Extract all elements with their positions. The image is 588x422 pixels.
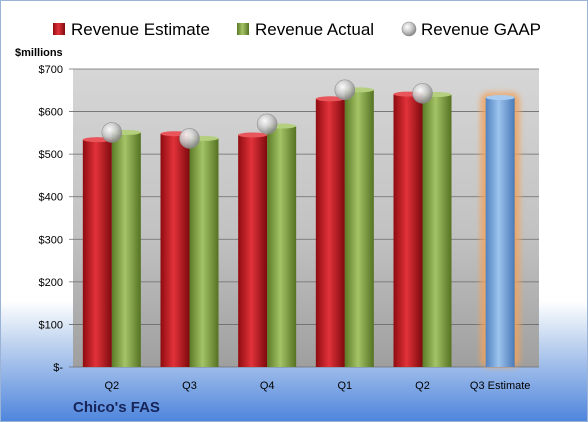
y-tick-label: $600 [39, 107, 63, 119]
unit-label: $millions [15, 47, 63, 59]
y-tick-label: $500 [39, 149, 63, 161]
x-category-label: Q1 [337, 380, 352, 392]
legend-swatch [237, 23, 249, 35]
plot-background [73, 69, 539, 367]
x-category-label: Q2 [104, 380, 119, 392]
x-category-label: Q3 [182, 380, 197, 392]
x-category-label: Q4 [260, 380, 275, 392]
bar-revenue-estimate [315, 98, 345, 368]
bar-revenue-actual [344, 89, 374, 368]
marker-revenue-gaap [256, 113, 278, 135]
marker-revenue-gaap [412, 82, 433, 104]
bar-top [238, 132, 268, 138]
bar-q3-estimate [485, 97, 515, 367]
legend-label: Revenue GAAP [421, 20, 541, 39]
x-category-label: Q3 Estimate [470, 380, 531, 392]
bar-revenue-estimate [160, 133, 190, 367]
legend-swatch [53, 23, 65, 35]
bar-revenue-actual [111, 132, 141, 367]
y-tick-label: $200 [39, 277, 63, 289]
bar-revenue-actual [422, 94, 452, 368]
bar-revenue-actual [189, 138, 219, 367]
bar-revenue-estimate [393, 94, 423, 368]
y-tick-label: $- [53, 362, 63, 374]
y-tick-label: $400 [39, 192, 63, 204]
company-name: Chico's FAS [73, 399, 160, 416]
legend: Revenue Estimate Revenue Actual Revenue GA… [53, 20, 541, 39]
marker-revenue-gaap [179, 128, 200, 149]
bar-revenue-actual [267, 126, 297, 367]
legend-swatch-revenue-gaap [401, 21, 417, 37]
legend-label: Revenue Actual [255, 20, 374, 39]
bar-top [485, 95, 515, 101]
legend-label: Revenue Estimate [71, 20, 210, 39]
y-tick-label: $100 [39, 319, 63, 331]
bar-revenue-estimate [82, 139, 112, 367]
plot-area: $- $100 $200 $300 $400 $500 $600 $700 Q2 Q3 Q4 Q1 Q2… [39, 64, 539, 392]
bar-revenue-estimate [238, 134, 268, 367]
marker-revenue-gaap [334, 79, 356, 101]
marker-revenue-gaap [101, 122, 123, 143]
x-category-label: Q2 [415, 380, 430, 392]
y-tick-label: $700 [39, 64, 63, 76]
bar-top [315, 96, 345, 102]
y-tick-label: $300 [39, 234, 63, 246]
